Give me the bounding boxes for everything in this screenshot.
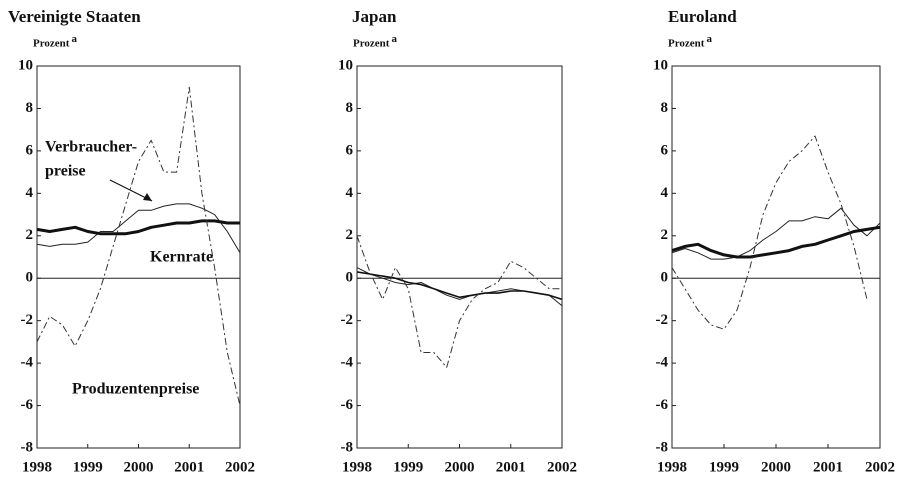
y-tick-label: -8 [656,439,669,455]
series-annotation: Verbraucher- [45,139,137,156]
plot-frame [671,65,881,449]
series-line [36,203,241,254]
series-annotation: Produzentenpreise [72,381,199,398]
y-tick-label: -8 [21,439,34,455]
footnote-mark: a [706,33,712,45]
y-tick-label: 8 [661,100,669,116]
y-tick-label: 10 [653,57,668,73]
y-tick-label: -6 [21,397,34,413]
series-line [356,271,563,301]
y-tick-label: -2 [21,312,34,328]
y-tick-label: -4 [21,355,34,371]
y-axis-label: Prozent a [33,33,77,50]
y-tick-label: 0 [346,270,354,286]
y-tick-label: -8 [341,439,354,455]
y-tick-label: 4 [661,185,669,201]
y-tick-label: 2 [661,227,669,243]
x-tick-label: 2001 [496,459,526,475]
x-tick-label: 1999 [709,459,739,475]
panel-title: Euroland [668,7,737,26]
y-axis-label: Prozent a [668,33,712,50]
series-annotation: preise [45,163,86,180]
y-tick-label: 6 [346,142,354,158]
y-tick-label: 0 [26,270,34,286]
x-tick-label: 2001 [174,459,204,475]
series-line [671,135,868,330]
x-tick-label: 2002 [865,459,895,475]
x-tick-label: 1998 [342,459,372,475]
x-tick-label: 1998 [22,459,52,475]
y-tick-label: 0 [661,270,669,286]
series-line [671,225,881,259]
y-tick-label: 6 [26,142,34,158]
y-tick-label: 10 [18,57,33,73]
y-tick-label: 10 [338,57,353,73]
series-annotation: Kernrate [150,249,213,266]
y-tick-label: 4 [26,185,34,201]
x-tick-label: 1998 [657,459,687,475]
y-tick-label: -4 [341,355,354,371]
y-tick-label: -2 [656,312,669,328]
series-line [356,235,562,368]
y-tick-label: 2 [346,227,354,243]
footnote-mark: a [391,33,397,45]
y-axis-label: Prozent a [353,33,397,50]
x-tick-label: 2000 [761,459,791,475]
panel-title: Japan [352,7,397,26]
x-tick-label: 1999 [73,459,103,475]
y-tick-label: -2 [341,312,354,328]
panel-title: Vereinigte Staaten [8,7,141,26]
series-line [36,219,240,236]
y-tick-label: 8 [26,100,34,116]
x-tick-label: 2000 [445,459,475,475]
y-tick-label: -4 [656,355,669,371]
series-line [36,86,241,406]
x-tick-label: 2002 [547,459,577,475]
footnote-mark: a [71,33,77,45]
arrow-head [143,193,152,201]
y-tick-label: -6 [656,397,669,413]
plot-frame [356,65,563,449]
y-tick-label: 2 [26,227,34,243]
y-tick-label: 4 [346,185,354,201]
y-tick-label: 8 [346,100,354,116]
x-tick-label: 1999 [393,459,423,475]
x-tick-label: 2001 [813,459,843,475]
x-tick-label: 2000 [124,459,154,475]
y-tick-label: -6 [341,397,354,413]
series-line [671,207,881,260]
y-tick-label: 6 [661,142,669,158]
x-tick-label: 2002 [225,459,255,475]
